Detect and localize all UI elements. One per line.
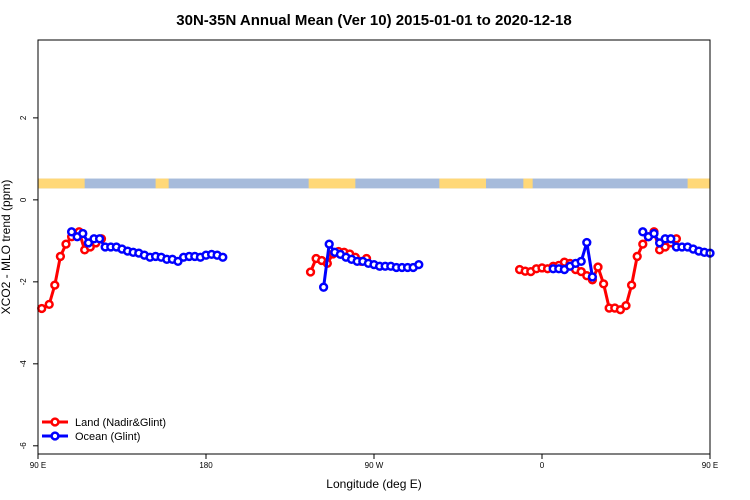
data-point [621, 300, 631, 311]
legend-marker [50, 417, 60, 427]
x-axis-label: Longitude (deg E) [326, 477, 421, 491]
series-land [37, 227, 682, 315]
y-tick-label: 0 [19, 197, 28, 202]
surface-band [38, 178, 710, 189]
land-band-segment [155, 178, 169, 189]
data-point [598, 279, 609, 289]
data-point [632, 251, 642, 262]
data-point [55, 251, 66, 262]
data-point [50, 280, 60, 290]
y-axis-label: XCO2 - MLO trend (ppm) [0, 180, 13, 315]
plot-frame [37, 39, 711, 455]
y-tick-label: -2 [19, 278, 28, 286]
data-point [638, 239, 648, 249]
land-band-segment [439, 178, 486, 189]
series-ocean [66, 227, 715, 292]
data-point [638, 227, 648, 237]
legend-label: Land (Nadir&Glint) [75, 417, 166, 429]
x-tick-label: 0 [540, 461, 545, 470]
data-point [324, 239, 334, 249]
data-point [78, 228, 88, 239]
data-point [582, 237, 592, 248]
chart-title: 30N-35N Annual Mean (Ver 10) 2015-01-01 … [176, 12, 571, 29]
data-point [414, 259, 424, 270]
data-point [587, 272, 598, 282]
land-band-segment [308, 178, 356, 189]
data-point [318, 282, 329, 292]
x-tick-label: 90 E [30, 461, 46, 470]
legend-marker [50, 431, 60, 441]
data-point [94, 234, 105, 244]
legend-label: Ocean (Glint) [75, 431, 140, 443]
axes: 90 E 180 90 W 0 90 E 2 0 -2 -4 -6 [19, 115, 718, 470]
data-point [626, 280, 637, 290]
x-tick-label: 90 W [365, 461, 384, 470]
data-point [666, 234, 676, 244]
y-tick-label: 2 [19, 115, 28, 120]
data-point [66, 227, 77, 237]
legend: Land (Nadir&Glint) Ocean (Glint) [42, 417, 166, 443]
data-point [44, 299, 54, 310]
y-tick-label: -4 [19, 360, 28, 368]
x-tick-label: 90 E [702, 461, 718, 470]
data-point [305, 267, 316, 277]
data-point [593, 262, 603, 272]
ocean-band [38, 178, 710, 189]
y-tick-label: -6 [19, 442, 28, 450]
series-layer [37, 227, 715, 315]
data-point [576, 256, 586, 266]
data-point [61, 239, 71, 249]
data-point [37, 303, 47, 314]
data-point [649, 228, 659, 239]
land-band-segment [687, 178, 710, 189]
land-band-segment [523, 178, 533, 189]
land-band-segment [38, 178, 85, 189]
x-tick-label: 180 [199, 461, 213, 470]
data-point [218, 252, 228, 262]
